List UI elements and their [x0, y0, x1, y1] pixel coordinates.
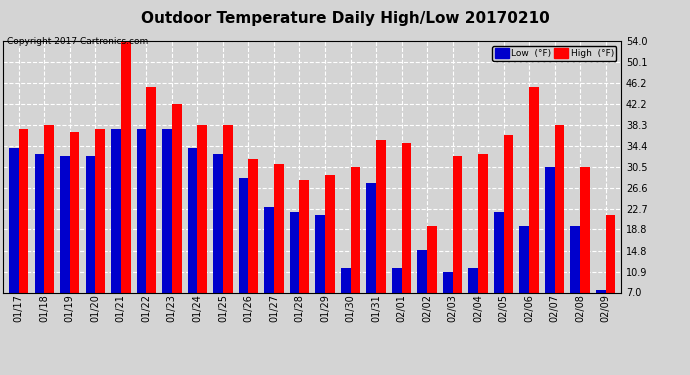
Bar — [111, 129, 121, 330]
Text: Outdoor Temperature Daily High/Low 20170210: Outdoor Temperature Daily High/Low 20170… — [141, 11, 549, 26]
Text: Copyright 2017 Cartronics.com: Copyright 2017 Cartronics.com — [7, 38, 148, 46]
Bar — [70, 132, 79, 330]
Bar — [596, 290, 606, 330]
Bar — [453, 156, 462, 330]
Bar — [325, 175, 335, 330]
Bar — [606, 215, 615, 330]
Bar — [366, 183, 376, 330]
Bar — [44, 125, 54, 330]
Bar — [376, 140, 386, 330]
Bar — [197, 125, 207, 330]
Bar — [341, 268, 351, 330]
Bar — [213, 153, 223, 330]
Bar — [146, 87, 156, 330]
Bar — [264, 207, 274, 330]
Bar — [121, 41, 130, 330]
Bar — [504, 135, 513, 330]
Bar — [571, 226, 580, 330]
Bar — [402, 143, 411, 330]
Bar — [274, 164, 284, 330]
Bar — [162, 129, 172, 330]
Bar — [469, 268, 478, 330]
Bar — [351, 167, 360, 330]
Bar — [9, 148, 19, 330]
Bar — [443, 272, 453, 330]
Bar — [95, 129, 105, 330]
Bar — [86, 156, 95, 330]
Legend: Low  (°F), High  (°F): Low (°F), High (°F) — [493, 46, 616, 61]
Bar — [580, 167, 590, 330]
Bar — [290, 212, 299, 330]
Bar — [417, 250, 427, 330]
Bar — [520, 226, 529, 330]
Bar — [529, 87, 539, 330]
Bar — [60, 156, 70, 330]
Bar — [19, 129, 28, 330]
Bar — [137, 129, 146, 330]
Bar — [392, 268, 402, 330]
Bar — [545, 167, 555, 330]
Bar — [188, 148, 197, 330]
Bar — [172, 104, 181, 330]
Bar — [478, 153, 488, 330]
Bar — [299, 180, 309, 330]
Bar — [248, 159, 258, 330]
Bar — [555, 125, 564, 330]
Bar — [427, 226, 437, 330]
Bar — [239, 178, 248, 330]
Bar — [34, 153, 44, 330]
Bar — [315, 215, 325, 330]
Bar — [494, 212, 504, 330]
Bar — [223, 125, 233, 330]
